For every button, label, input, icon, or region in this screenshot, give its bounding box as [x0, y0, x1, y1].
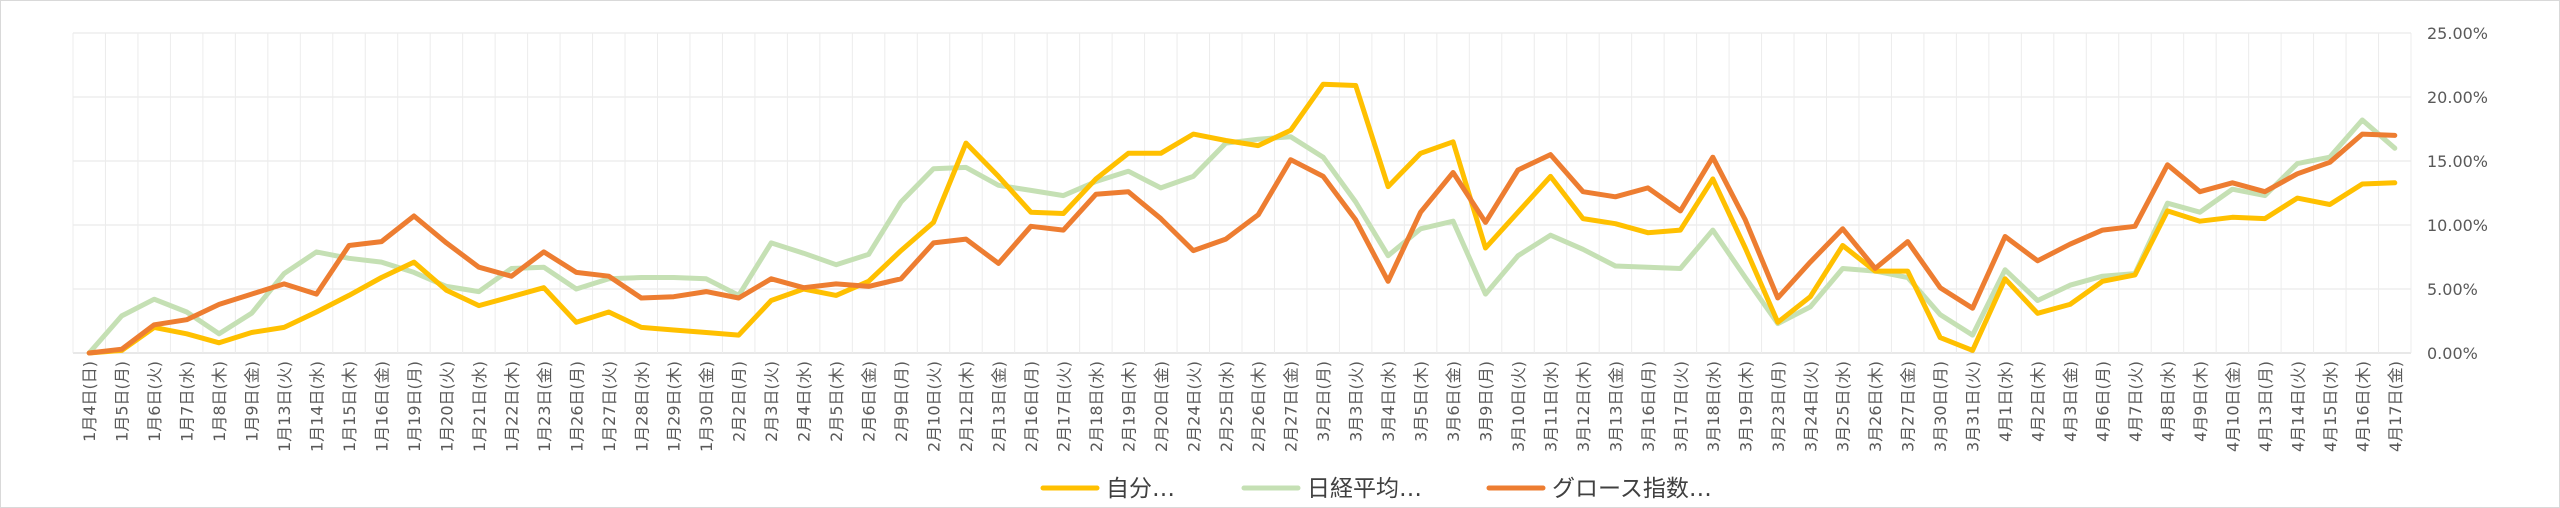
x-tick-label: 3月17日(火): [1671, 361, 1690, 452]
x-tick-label: 3月13日(金): [1606, 361, 1625, 452]
x-tick-label: 2月4日(水): [795, 361, 814, 442]
x-tick-label: 3月9日(月): [1477, 361, 1496, 442]
x-tick-label: 2月12日(木): [957, 361, 976, 452]
x-tick-label: 4月10日(金): [2223, 361, 2242, 452]
x-tick-label: 3月3日(火): [1347, 361, 1366, 442]
y-tick-label: 20.00%: [2427, 88, 2488, 107]
legend-label: グロース指数…: [1552, 476, 1712, 502]
x-tick-label: 2月20日(金): [1152, 361, 1171, 452]
legend-label: 自分…: [1106, 476, 1175, 502]
x-tick-label: 2月5日(木): [827, 361, 846, 442]
x-tick-label: 2月10日(火): [925, 361, 944, 452]
x-tick-label: 1月20日(火): [437, 361, 456, 452]
x-tick-label: 3月25日(水): [1834, 361, 1853, 452]
x-tick-label: 3月31日(火): [1964, 361, 1983, 452]
vertical-gridlines: [72, 33, 2412, 353]
x-tick-label: 1月5日(月): [113, 361, 132, 442]
y-tick-label: 10.00%: [2427, 216, 2488, 235]
x-tick-label: 3月19日(木): [1736, 361, 1755, 452]
x-tick-label: 4月7日(火): [2126, 361, 2145, 442]
x-tick-label: 2月6日(金): [860, 361, 879, 442]
x-tick-label: 2月16日(月): [1022, 361, 1041, 452]
y-tick-label: 25.00%: [2427, 24, 2488, 43]
x-tick-label: 2月9日(月): [892, 361, 911, 442]
x-tick-label: 4月15日(水): [2321, 361, 2340, 452]
x-tick-label: 1月19日(月): [405, 361, 424, 452]
x-tick-label: 3月10日(火): [1509, 361, 1528, 452]
y-tick-label: 0.00%: [2427, 344, 2478, 363]
x-tick-label: 2月2日(月): [730, 361, 749, 442]
x-tick-label: 3月2日(月): [1314, 361, 1333, 442]
x-tick-label: 4月16日(木): [2353, 361, 2372, 452]
x-tick-label: 2月27日(金): [1282, 361, 1301, 452]
x-tick-label: 4月2日(木): [2029, 361, 2048, 442]
x-tick-label: 2月25日(水): [1217, 361, 1236, 452]
x-axis-tick-labels: 1月4日(日) 1月5日(月) 1月6日(火) 1月7日(水) 1月8日(木) 1月9日(…: [80, 361, 2405, 452]
x-tick-label: 3月18日(水): [1704, 361, 1723, 452]
x-tick-label: 2月24日(火): [1184, 361, 1203, 452]
x-tick-label: 1月15日(木): [340, 361, 359, 452]
x-tick-label: 3月4日(水): [1379, 361, 1398, 442]
legend-label: 日経平均…: [1307, 476, 1422, 502]
x-tick-label: 1月4日(日): [80, 361, 99, 442]
x-tick-label: 1月14日(水): [308, 361, 327, 452]
x-tick-label: 4月9日(木): [2191, 361, 2210, 442]
x-tick-label: 1月23日(金): [535, 361, 554, 452]
x-tick-label: 1月30日(金): [697, 361, 716, 452]
x-tick-label: 3月23日(月): [1769, 361, 1788, 452]
x-tick-label: 3月11日(水): [1541, 361, 1560, 452]
x-tick-label: 3月16日(月): [1639, 361, 1658, 452]
x-tick-label: 4月17日(金): [2386, 361, 2405, 452]
x-tick-label: 1月7日(水): [178, 361, 197, 442]
x-tick-label: 2月18日(水): [1087, 361, 1106, 452]
x-tick-label: 3月24日(火): [1801, 361, 1820, 452]
x-tick-label: 1月27日(火): [600, 361, 619, 452]
x-tick-label: 2月13日(金): [989, 361, 1008, 452]
x-tick-label: 4月3日(金): [2061, 361, 2080, 442]
x-tick-label: 1月29日(木): [665, 361, 684, 452]
x-tick-label: 2月19日(木): [1119, 361, 1138, 452]
series-line-2: [86, 131, 2398, 356]
x-tick-label: 3月6日(金): [1444, 361, 1463, 442]
y-tick-label: 5.00%: [2427, 280, 2478, 299]
x-tick-label: 1月26日(月): [567, 361, 586, 452]
x-tick-label: 2月26日(木): [1249, 361, 1268, 452]
x-tick-label: 1月16日(金): [372, 361, 391, 452]
x-tick-label: 1月22日(木): [502, 361, 521, 452]
legend: 自分… 日経平均… グロース指数…: [1040, 476, 1712, 502]
y-axis-tick-labels: 0.00% 5.00% 10.00% 15.00% 20.00% 25.00%: [2427, 24, 2488, 363]
x-tick-label: 1月9日(金): [243, 361, 262, 442]
x-tick-label: 3月26日(木): [1866, 361, 1885, 452]
x-tick-label: 1月8日(木): [210, 361, 229, 442]
x-tick-label: 4月8日(水): [2158, 361, 2177, 442]
series-lines: [86, 81, 2398, 356]
x-tick-label: 4月1日(水): [1996, 361, 2015, 442]
series-line-0: [86, 81, 2398, 356]
x-tick-label: 2月3日(火): [762, 361, 781, 442]
y-tick-label: 15.00%: [2427, 152, 2488, 171]
x-tick-label: 3月12日(木): [1574, 361, 1593, 452]
x-tick-label: 1月21日(水): [470, 361, 489, 452]
x-tick-label: 4月6日(月): [2094, 361, 2113, 442]
x-tick-label: 4月14日(火): [2288, 361, 2307, 452]
x-tick-label: 3月30日(月): [1931, 361, 1950, 452]
x-tick-label: 1月6日(火): [145, 361, 164, 442]
x-tick-label: 1月28日(水): [632, 361, 651, 452]
x-tick-label: 4月13日(月): [2256, 361, 2275, 452]
x-tick-label: 2月17日(火): [1054, 361, 1073, 452]
x-tick-label: 1月13日(火): [275, 361, 294, 452]
x-tick-label: 3月5日(木): [1412, 361, 1431, 442]
x-tick-label: 3月27日(金): [1899, 361, 1918, 452]
